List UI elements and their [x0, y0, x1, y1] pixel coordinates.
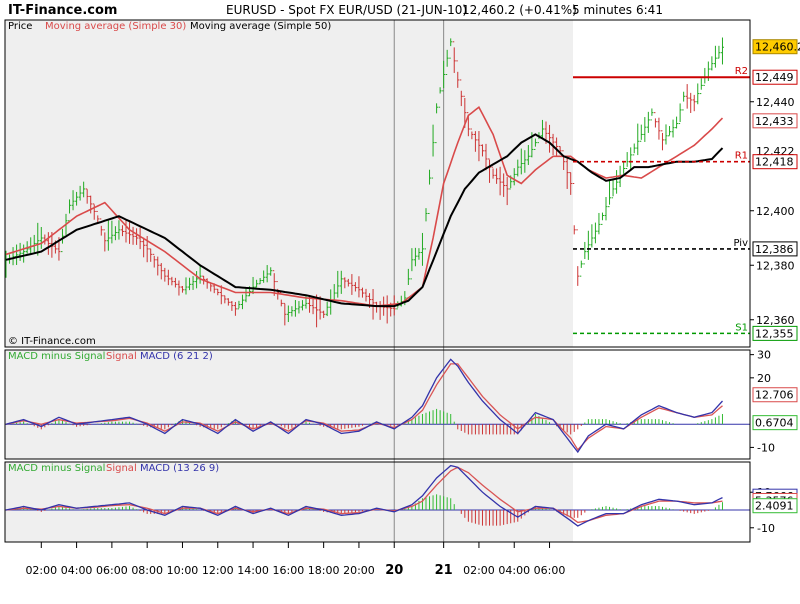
level-value-piv-box	[752, 241, 798, 257]
grid	[393, 20, 445, 542]
price-series	[4, 37, 724, 328]
legend-macd-fast-hist: MACD minus Signal	[8, 351, 105, 362]
macd-slow-panel-border	[4, 461, 751, 543]
time-tick-label: 14:00	[237, 564, 269, 577]
legend-ma30: Moving average (Simple 30)	[45, 21, 186, 32]
macd-slow-macd-line	[5, 464, 723, 527]
price-tick-label: 12,380	[756, 259, 795, 272]
legend-price: Price	[8, 21, 32, 32]
price-panel-shade-weekend	[5, 20, 573, 347]
time-tick-label: 04:00	[61, 564, 93, 577]
time-tick-label: 08:00	[131, 564, 163, 577]
last-price-label: 12,460.2	[755, 41, 800, 54]
price-tick-label: 12,440	[756, 96, 795, 109]
ma30-value-label-box	[752, 113, 798, 129]
last-price-label-box	[752, 39, 798, 55]
interval-label: 5 minutes	[572, 3, 632, 17]
time-tick-label: 20	[385, 563, 403, 578]
price-tick-label: 12,400	[756, 205, 795, 218]
level-value-r1-box	[752, 154, 798, 170]
moving-averages	[5, 105, 724, 308]
level-name-piv: Piv	[733, 238, 748, 249]
time-tick-label: 06:00	[96, 564, 128, 577]
level-value-piv: 12,386	[755, 243, 794, 256]
level-name-r1: R1	[735, 151, 748, 162]
chart-title: EURUSD - Spot FX EUR/USD (21-JUN-10)	[226, 3, 467, 17]
legend-macd-fast-macd: MACD (6 21 2)	[140, 351, 213, 362]
macd-slow-value-box	[752, 498, 798, 514]
ma30-value-label: 12,433	[755, 115, 794, 128]
time-tick-label: 02:00	[463, 564, 495, 577]
pivot-levels: R2 R1 Piv S1	[573, 66, 750, 335]
macd-slow-series	[5, 464, 750, 527]
level-value-r2: 12,449	[755, 71, 794, 84]
macd-fast-today	[573, 350, 750, 459]
time-tick-label: 12:00	[202, 564, 234, 577]
legend-macd-slow-hist: MACD minus Signal	[8, 463, 105, 474]
macd-slow-value-label: 2.4091	[755, 500, 794, 513]
macd-fast-shade	[5, 350, 573, 459]
macd-fast-tick-label: 30	[757, 349, 771, 362]
level-name-s1: S1	[735, 322, 748, 333]
macd-fast-value-box	[752, 415, 798, 431]
legend-macd-slow-macd: MACD (13 26 9)	[140, 463, 219, 474]
time-tick-label: 04:00	[498, 564, 530, 577]
macd-fast-value-box	[752, 387, 798, 403]
legend-macd-slow-signal: Signal	[106, 463, 137, 474]
time-label: 6:41	[636, 3, 663, 17]
price-tick-label: 12,360	[756, 314, 795, 327]
price-panel-border	[4, 19, 751, 348]
level-value-r1: 12,418	[755, 156, 794, 169]
time-tick-label: 10:00	[167, 564, 199, 577]
macd-fast-series	[5, 358, 750, 454]
macd-fast-tick-label: 20	[757, 372, 771, 385]
brand-label: IT-Finance.com	[8, 3, 117, 18]
time-tick-label: 02:00	[25, 564, 57, 577]
time-tick-label: 21	[435, 563, 453, 578]
macd-slow-tick-label: -10	[757, 522, 775, 535]
macd-fast-value-label: 12.706	[755, 389, 794, 402]
macd-fast-macd-line	[5, 358, 723, 454]
time-tick-label: 06:00	[534, 564, 566, 577]
price-panel-today	[573, 20, 750, 347]
macd-fast-panel-border	[4, 349, 751, 460]
watermark: © IT-Finance.com	[8, 336, 96, 347]
level-name-r2: R2	[735, 66, 748, 77]
legend-macd-fast-signal: Signal	[106, 351, 137, 362]
time-tick-label: 20:00	[343, 564, 375, 577]
macd-slow-shade	[5, 462, 573, 542]
axes: 12,36012,38012,40012,44012,43312,42212,4…	[25, 39, 800, 578]
level-value-r2-box	[752, 69, 798, 85]
ma50-line	[5, 133, 724, 308]
legend-ma50: Moving average (Simple 50)	[190, 21, 331, 32]
macd-fast-tick-label: -10	[757, 441, 775, 454]
last-price-header: 12,460.2 (+0.41%)	[462, 3, 577, 17]
level-value-s1: 12,355	[755, 327, 794, 340]
macd-slow-today	[573, 462, 750, 542]
level-value-s1-box	[752, 325, 798, 341]
time-tick-label: 18:00	[308, 564, 340, 577]
macd-fast-value-label: 0.6704	[755, 417, 794, 430]
time-tick-label: 16:00	[273, 564, 305, 577]
